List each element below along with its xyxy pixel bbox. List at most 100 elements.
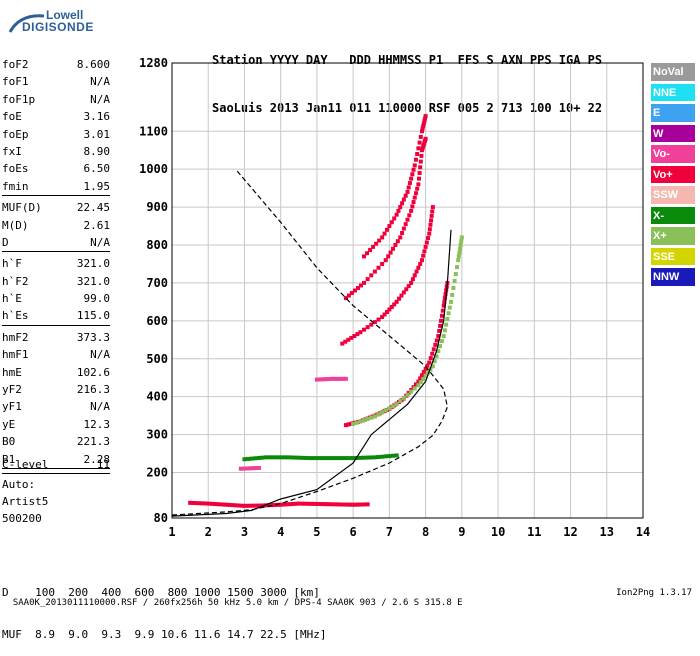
parameter-name: h`F <box>2 257 22 271</box>
echo-point <box>391 246 396 251</box>
echo-point <box>358 330 363 335</box>
echo-point <box>314 456 319 461</box>
parameter-name: B0 <box>2 435 16 449</box>
echo-point <box>383 408 388 413</box>
echo-point <box>401 226 406 231</box>
echo-point <box>412 386 417 391</box>
y-tick-label: 700 <box>146 276 168 290</box>
echo-point <box>429 213 434 218</box>
x-tick-label: 12 <box>563 525 577 539</box>
legend-item-nne: NNE <box>651 83 695 101</box>
echo-point <box>242 457 247 462</box>
echo-point <box>392 302 397 307</box>
echo-point <box>311 501 316 506</box>
echo-point <box>363 502 368 507</box>
echo-point <box>405 392 410 397</box>
echo-point <box>314 377 319 382</box>
echo-point <box>329 376 334 381</box>
echo-point <box>443 292 448 297</box>
echo-point <box>284 502 289 507</box>
echo-point <box>278 502 283 507</box>
echo-point <box>325 456 330 461</box>
echo-point <box>362 327 367 332</box>
echo-point <box>317 377 322 382</box>
echo-point <box>432 359 437 364</box>
echo-point <box>293 455 298 460</box>
y-axis-ticks: 80 200 300 400 500 600 700 800 900 1000 1100 1280 <box>139 56 168 525</box>
legend-item-ssw: SSW <box>651 186 695 204</box>
echo-point <box>421 121 426 126</box>
echo-point <box>365 277 370 282</box>
echo-point <box>425 363 430 368</box>
model-virtual-height-curve <box>171 229 452 517</box>
echo-point <box>362 280 367 285</box>
echo-point <box>455 265 460 270</box>
echo-point <box>275 502 280 507</box>
echo-point <box>412 163 417 168</box>
echo-point <box>238 466 243 471</box>
echo-point <box>275 455 280 460</box>
echo-point <box>236 503 241 508</box>
parameter-row: fmin 1.95 <box>2 178 110 195</box>
echo-point <box>365 416 370 421</box>
echo-point <box>405 217 410 222</box>
echo-point <box>355 285 360 290</box>
echo-point <box>418 134 423 139</box>
echo-point <box>369 415 374 420</box>
polarization-legend: NoVal NNE E W Vo- Vo+ SSW X- X+ SSE NNW <box>651 63 695 289</box>
echo-point <box>453 272 458 277</box>
parameter-row: MUF(D) 22.45 <box>2 199 110 216</box>
echo-point <box>419 258 424 263</box>
legend-item-vo-: Vo- <box>651 145 695 163</box>
echo-point <box>393 243 398 247</box>
echo-point <box>374 241 379 246</box>
echo-point <box>422 249 427 254</box>
echo-point <box>365 455 370 460</box>
echo-point <box>242 503 247 508</box>
x-tick-label: 3 <box>241 525 248 539</box>
echo-point <box>418 380 423 385</box>
echo-point <box>416 265 421 270</box>
clevel-label: C-level <box>2 458 49 471</box>
echo-point <box>351 421 356 426</box>
echo-point <box>417 140 422 145</box>
echo-point <box>349 335 354 340</box>
echo-point <box>348 502 353 507</box>
echo-point <box>343 456 348 461</box>
echo-point <box>444 322 449 327</box>
parameter-row: hmE 102.6 <box>2 364 110 381</box>
echo-point <box>245 503 250 508</box>
echo-point <box>260 455 265 460</box>
echo-point <box>380 315 385 320</box>
echo-point <box>249 456 254 461</box>
echo-point <box>394 402 399 407</box>
echo-point <box>355 502 360 507</box>
echo-point <box>403 193 408 198</box>
echo-point <box>423 116 428 121</box>
echo-point <box>398 399 403 404</box>
x-tick-label: 11 <box>527 525 541 539</box>
y-tick-label: 200 <box>146 466 168 480</box>
parameter-row: hmF1 N/A <box>2 346 110 363</box>
y-tick-label: 900 <box>146 200 168 214</box>
parameter-value: 22.45 <box>76 201 110 215</box>
echo-point <box>416 383 421 388</box>
echo-point <box>442 296 447 301</box>
parameter-value: 3.16 <box>83 110 111 124</box>
echo-point <box>365 502 370 507</box>
echo-point <box>389 220 394 225</box>
echo-point <box>333 456 338 461</box>
parameter-value: 2.61 <box>83 218 111 232</box>
echo-point <box>418 376 423 381</box>
echo-point <box>387 406 392 411</box>
parameter-name: foF2 <box>2 58 29 71</box>
echo-point <box>372 414 377 419</box>
parameter-value: N/A <box>90 235 110 249</box>
distance-row: D 100 200 400 600 800 1000 1500 3000 [km… <box>2 586 320 599</box>
parameter-row: foF1p N/A <box>2 91 110 108</box>
parameter-value: 1.95 <box>83 179 111 193</box>
echo-point <box>416 146 421 151</box>
echo-point <box>387 307 392 312</box>
echo-point <box>383 454 388 459</box>
echo-point <box>371 244 376 249</box>
